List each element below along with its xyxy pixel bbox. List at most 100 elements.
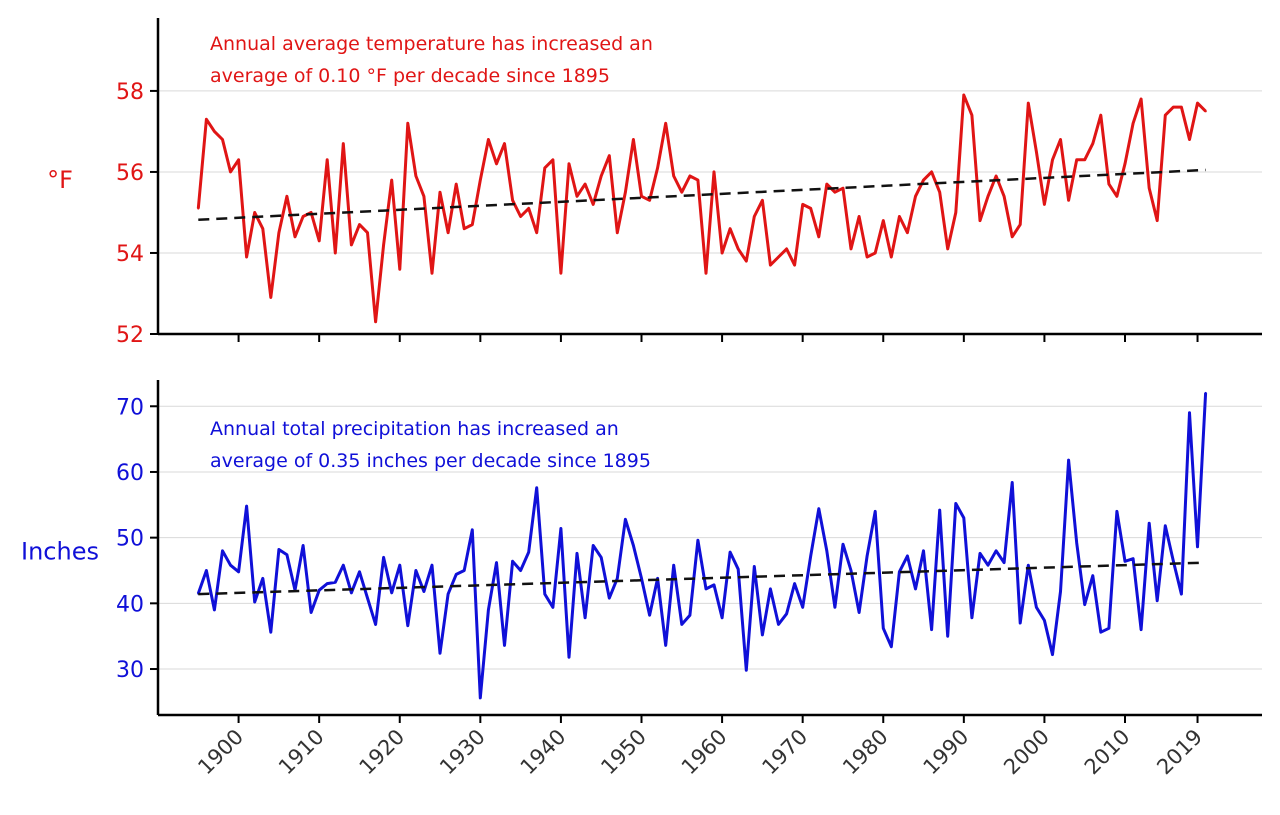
- data-point: [793, 582, 796, 585]
- data-point: [994, 174, 998, 178]
- data-point: [882, 219, 885, 222]
- data-point: [366, 596, 369, 600]
- data-point: [390, 178, 393, 182]
- data-point: [229, 564, 232, 567]
- data-point: [688, 614, 692, 617]
- data-point: [1164, 114, 1167, 117]
- data-point: [632, 544, 635, 547]
- data-point: [527, 550, 530, 554]
- data-point: [1099, 631, 1103, 634]
- data-point: [1019, 223, 1022, 226]
- data-point: [970, 616, 974, 619]
- data-point: [600, 556, 603, 559]
- data-point: [978, 552, 982, 555]
- data-point: [857, 215, 861, 218]
- data-point: [245, 255, 248, 259]
- data-point: [503, 644, 506, 647]
- temperature-panel: 52 54 56 58 °F Annual average temperature has…: [47, 18, 1262, 348]
- data-point: [648, 614, 651, 617]
- data-point: [253, 211, 256, 214]
- data-point: [342, 142, 345, 145]
- y-tick-label: 58: [116, 80, 144, 105]
- data-point: [1067, 458, 1070, 462]
- data-point: [543, 592, 546, 596]
- data-point: [1019, 621, 1022, 625]
- data-point: [1067, 199, 1070, 202]
- data-point: [849, 247, 853, 251]
- data-point: [269, 296, 272, 299]
- data-point: [922, 549, 925, 552]
- x-tick-label: 1980: [838, 725, 893, 780]
- trend-line: [198, 168, 1206, 222]
- data-point: [438, 652, 442, 655]
- data-point: [1139, 628, 1143, 631]
- annotation-line: average of 0.35 inches per decade since …: [210, 450, 651, 472]
- data-point: [511, 560, 514, 563]
- data-point: [728, 227, 732, 230]
- data-point: [720, 251, 724, 255]
- data-point: [817, 507, 820, 510]
- data-point: [624, 518, 627, 521]
- data-point: [592, 544, 595, 547]
- data-point: [1131, 557, 1135, 560]
- data-point: [640, 577, 643, 580]
- data-point: [1075, 158, 1078, 161]
- data-point: [954, 502, 957, 505]
- data-point: [664, 122, 667, 125]
- data-point: [1115, 510, 1119, 513]
- data-point: [890, 645, 893, 648]
- y-axis-label: Inches: [21, 538, 99, 566]
- data-point: [946, 247, 949, 251]
- data-point: [1196, 101, 1199, 105]
- x-tick-label: 2000: [999, 725, 1054, 780]
- data-point: [1059, 590, 1062, 593]
- data-point: [777, 623, 780, 626]
- data-point: [479, 696, 482, 700]
- data-point: [221, 138, 224, 141]
- data-point: [1188, 411, 1191, 414]
- data-point: [1002, 195, 1006, 198]
- data-point: [640, 195, 643, 198]
- data-point: [962, 516, 965, 520]
- data-point: [1123, 560, 1127, 563]
- data-point: [519, 569, 522, 572]
- data-point: [503, 142, 506, 145]
- data-point: [906, 554, 909, 558]
- y-tick-label: 56: [116, 161, 144, 186]
- data-point: [825, 549, 828, 552]
- data-point: [318, 239, 321, 242]
- x-tick-label: 1940: [516, 725, 571, 780]
- data-point: [946, 635, 949, 638]
- data-point: [1002, 561, 1006, 564]
- data-point: [1051, 653, 1054, 656]
- data-point: [1139, 97, 1143, 101]
- data-point: [559, 272, 563, 275]
- data-point: [906, 231, 909, 234]
- data-point: [350, 243, 353, 247]
- data-point: [769, 263, 772, 267]
- x-tick-label: 1930: [435, 725, 490, 780]
- series-line: [196, 393, 1208, 700]
- y-tick-label: 70: [116, 395, 144, 420]
- data-point: [406, 122, 409, 125]
- data-point: [422, 590, 426, 593]
- data-point: [455, 182, 458, 186]
- data-point: [237, 158, 240, 161]
- data-point: [575, 195, 579, 198]
- shared-x-axis: 1900 1910 1920 1930 1940 1950 1960 1970 1980 1990…: [193, 725, 1207, 780]
- data-point: [801, 203, 804, 206]
- data-point: [535, 486, 538, 489]
- data-point: [841, 543, 845, 546]
- data-point: [648, 199, 651, 202]
- x-tick-label: 1960: [677, 725, 732, 780]
- data-point: [600, 174, 603, 178]
- data-point: [269, 631, 272, 634]
- data-point: [463, 227, 466, 230]
- data-point: [1188, 138, 1191, 141]
- data-point: [253, 600, 256, 604]
- data-point: [1043, 203, 1046, 206]
- data-point: [390, 591, 393, 594]
- data-point: [430, 272, 434, 275]
- data-point: [285, 195, 289, 198]
- data-point: [277, 548, 281, 551]
